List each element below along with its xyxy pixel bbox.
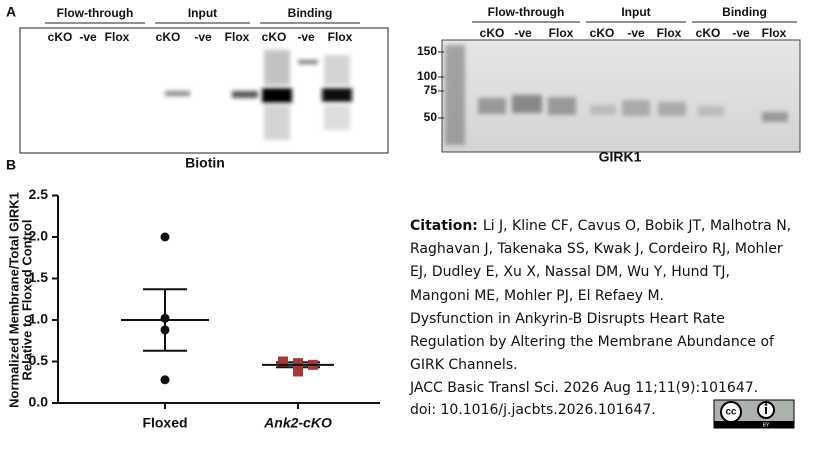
data-point — [160, 232, 170, 242]
citation-line: Citation: Li J, Kline CF, Cavus O, Bobik … — [410, 218, 791, 234]
citation-line: Regulation by Altering the Membrane Abun… — [410, 334, 775, 350]
y-tick-label: 2.5 — [29, 186, 49, 202]
lane-label: Flox — [225, 30, 250, 44]
y-tick-label: 0.0 — [29, 394, 49, 410]
lane-label: cKO — [590, 26, 615, 40]
citation-line: EJ, Dudley E, Xu X, Nassal DM, Wu Y, Hun… — [410, 264, 730, 280]
blot-header: Flow-through — [57, 6, 134, 20]
lane-label: Flox — [762, 26, 787, 40]
lane-label: Flox — [105, 30, 130, 44]
y-axis-label-group: Relative to Floxed Control — [19, 219, 34, 380]
lane-label: cKO — [696, 26, 721, 40]
blot-caption: Biotin — [185, 155, 225, 171]
license-badge: cc BY — [713, 399, 795, 429]
mw-marker: 150 — [417, 44, 437, 58]
y-tick-label: 1.5 — [29, 269, 49, 285]
citation-line: doi: 10.1016/j.jacbts.2026.101647. — [410, 402, 656, 418]
badge-cc: cc — [725, 407, 737, 418]
lane-label: -ve — [79, 30, 97, 44]
blot-bands — [165, 50, 352, 140]
lane-label: -ve — [732, 26, 750, 40]
data-point — [160, 313, 170, 323]
lane-label: Flox — [549, 26, 574, 40]
x-tick-label: Ank2-cKO — [263, 415, 332, 431]
y-tick-label: 2.0 — [29, 228, 49, 244]
blot-header: Input — [621, 5, 650, 19]
lane-label: Flox — [657, 26, 682, 40]
blot-bands — [445, 45, 788, 145]
lane-label: -ve — [627, 26, 645, 40]
lane-label: cKO — [262, 30, 287, 44]
blot-caption: GIRK1 — [599, 149, 642, 165]
lane-label: Flox — [328, 30, 353, 44]
blot-frame — [441, 39, 801, 153]
citation-line: Dysfunction in Ankyrin-B Disrupts Heart … — [410, 311, 725, 327]
mw-marker: 100 — [417, 69, 437, 83]
blot-header: Flow-through — [488, 5, 565, 19]
panel-label: A — [6, 4, 16, 20]
citation-line: Mangoni ME, Mohler PJ, El Refaey M. — [410, 288, 664, 304]
data-point — [160, 375, 170, 385]
y-axis-label: Normalized Membrane/Total GIRK1 — [6, 192, 21, 408]
y-axis-label: Relative to Floxed Control — [19, 219, 34, 380]
blot-header: Binding — [722, 5, 767, 19]
citation-line: JACC Basic Transl Sci. 2026 Aug 11;11(9)… — [409, 380, 758, 396]
badge-by: BY — [763, 422, 770, 428]
data-point — [160, 325, 170, 335]
citation-line: GIRK Channels. — [410, 357, 518, 373]
mw-marker: 50 — [424, 110, 438, 124]
y-tick-label: 1.0 — [29, 311, 49, 327]
citation-line: Raghavan J, Takenaka SS, Kwak J, Cordeir… — [410, 241, 783, 257]
data-point — [278, 356, 288, 367]
lane-label: cKO — [480, 26, 505, 40]
lane-label: cKO — [48, 30, 73, 44]
x-tick-label: Floxed — [142, 415, 187, 431]
data-point — [293, 366, 303, 377]
citation-label: Citation: — [410, 218, 478, 234]
blot-header: Binding — [288, 6, 333, 20]
lane-label: -ve — [194, 30, 212, 44]
lane-label: -ve — [514, 26, 532, 40]
blot-header: Input — [188, 6, 217, 20]
lane-label: -ve — [297, 30, 315, 44]
lane-label: cKO — [156, 30, 181, 44]
data-point — [293, 358, 303, 369]
y-axis-label-group: Normalized Membrane/Total GIRK1 — [6, 192, 21, 408]
mw-marker: 75 — [424, 83, 438, 97]
citation-text: Li J, Kline CF, Cavus O, Bobik JT, Malho… — [483, 218, 791, 234]
panel-label: B — [6, 157, 16, 173]
y-tick-label: 0.5 — [29, 352, 49, 368]
